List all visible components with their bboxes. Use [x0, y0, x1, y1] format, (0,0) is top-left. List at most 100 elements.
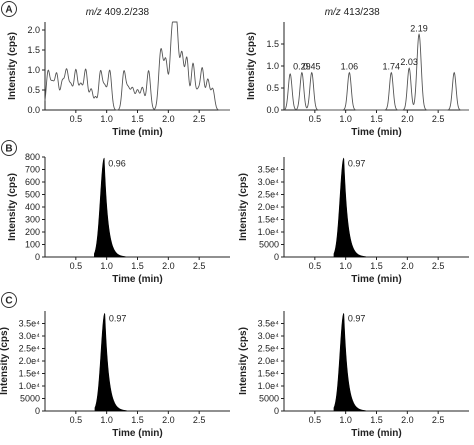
panel-label-text: B	[5, 144, 12, 155]
panel-label-c: C	[1, 292, 17, 308]
x-tick-label: 1.5	[370, 114, 383, 124]
peak-label: 1.74	[383, 62, 401, 72]
peak-label: 0.97	[348, 314, 366, 324]
y-axis-label: Intensity (cps)	[0, 327, 10, 395]
x-tick-label: 0.5	[309, 114, 322, 124]
y-tick-label: 5000	[259, 394, 279, 404]
peak-area	[333, 312, 366, 412]
y-tick-label: 400	[25, 202, 40, 212]
y-tick-label: 3.0e⁴	[258, 177, 280, 187]
y-tick-label: 1.0e⁴	[258, 381, 280, 391]
y-tick-label: 500	[25, 190, 40, 200]
x-tick-label: 1.5	[131, 415, 144, 425]
chart-a-left: 0.0 0.5 1.0 1.5 2.0 0.5 1.0 1.5 2.0 2.5 Time (min)…	[7, 7, 230, 138]
y-axis-label: Intensity (cps)	[7, 173, 18, 241]
y-tick-label: 0.5	[27, 85, 40, 95]
y-tick-label: 1.0	[27, 65, 40, 75]
panel-label-a: A	[1, 1, 17, 17]
y-tick-label: 1.0e⁴	[19, 381, 41, 391]
y-tick-label: 800	[25, 152, 40, 162]
x-tick-label: 2.5	[432, 415, 445, 425]
x-axis-label: Time (min)	[112, 274, 162, 285]
y-tick-label: 3.5e⁴	[19, 319, 41, 329]
signal-trace	[283, 33, 469, 111]
y-axis-label: Intensity (cps)	[7, 32, 18, 100]
y-tick-label: 3.0e⁴	[19, 331, 41, 341]
x-tick-label: 2.5	[193, 415, 206, 425]
panel-label-text: A	[5, 5, 12, 16]
peak-label: 0.29	[293, 62, 311, 72]
peak-label: 2.19	[410, 23, 428, 33]
x-tick-label: 1.5	[131, 114, 144, 124]
y-tick-label: 0	[35, 252, 40, 262]
y-axis-label: Intensity (cps)	[238, 173, 249, 241]
y-tick-label: 0	[274, 406, 279, 416]
x-tick-label: 0.5	[70, 415, 83, 425]
peak-label: 0.96	[108, 158, 126, 168]
y-tick-label: 1.0e⁴	[258, 227, 280, 237]
y-tick-label: 5000	[20, 394, 40, 404]
y-tick-label: 1.5e⁴	[19, 369, 41, 379]
y-tick-label: 300	[25, 215, 40, 225]
chart-title: m/z 413/238	[325, 7, 380, 18]
y-tick-label: 0	[35, 406, 40, 416]
y-tick-label: 1.0	[266, 61, 279, 71]
panel-label-circle	[1, 1, 17, 17]
y-tick-label: 2.0e⁴	[258, 356, 280, 366]
signal-trace	[44, 21, 230, 111]
y-tick-label: 1.5e⁴	[258, 215, 280, 225]
y-tick-label: 3.5e⁴	[258, 319, 280, 329]
peak-area	[94, 157, 126, 258]
chart-c-left: 0 5000 1.0e⁴ 1.5e⁴ 2.0e⁴ 2.5e⁴ 3.0e⁴ 3.5e⁴ 0.5 1.…	[0, 311, 230, 439]
x-tick-label: 1.5	[370, 415, 383, 425]
x-tick-label: 0.5	[309, 415, 322, 425]
y-tick-label: 5000	[259, 240, 279, 250]
y-axis-label: Intensity (cps)	[238, 327, 249, 395]
x-tick-label: 2.0	[401, 114, 414, 124]
peak-label: 0.97	[348, 158, 366, 168]
x-axis-label: Time (min)	[351, 127, 401, 138]
y-tick-label: 600	[25, 177, 40, 187]
x-tick-label: 2.0	[162, 114, 175, 124]
x-tick-label: 2.0	[401, 415, 414, 425]
x-tick-label: 2.5	[432, 261, 445, 271]
x-tick-label: 1.0	[339, 261, 352, 271]
y-tick-label: 3.5e⁴	[258, 165, 280, 175]
y-tick-label: 2.5e⁴	[258, 190, 280, 200]
y-tick-label: 100	[25, 240, 40, 250]
peak-area	[333, 157, 366, 258]
chart-b-right: 0 5000 1.0e⁴ 1.5e⁴ 2.0e⁴ 2.5e⁴ 3.0e⁴ 3.5e⁴ 0.5 1.…	[238, 157, 469, 285]
chart-title-value: 413/238	[344, 7, 381, 18]
y-tick-label: 0.5	[266, 83, 279, 93]
x-tick-label: 0.5	[309, 261, 322, 271]
x-tick-label: 1.5	[370, 261, 383, 271]
chart-title: m/z 409.2/238	[86, 7, 150, 18]
chart-title-prefix: m/z	[325, 7, 344, 18]
y-tick-label: 2.0e⁴	[19, 356, 41, 366]
y-tick-label: 0.0	[27, 105, 40, 115]
y-tick-label: 1.5	[27, 45, 40, 55]
x-tick-label: 2.5	[193, 261, 206, 271]
x-axis-label: Time (min)	[351, 274, 401, 285]
y-tick-label: 0	[274, 252, 279, 262]
y-tick-label: 1.5e⁴	[258, 369, 280, 379]
x-tick-label: 1.0	[100, 114, 113, 124]
peak-area	[94, 312, 127, 412]
x-tick-label: 2.0	[401, 261, 414, 271]
peak-label: 0.45	[303, 62, 321, 72]
chart-a-right: 0.0 0.5 1.0 1.5 0.5 1.0 1.5 2.0 2.5 Time (min) Int…	[246, 7, 469, 138]
x-tick-label: 1.5	[131, 261, 144, 271]
y-tick-label: 0.0	[266, 105, 279, 115]
x-tick-label: 2.5	[432, 114, 445, 124]
x-tick-label: 2.0	[162, 261, 175, 271]
y-tick-label: 2.5e⁴	[19, 344, 41, 354]
x-tick-label: 0.5	[70, 261, 83, 271]
y-tick-label: 2.0	[27, 25, 40, 35]
x-axis-label: Time (min)	[112, 428, 162, 439]
panel-label-text: C	[5, 296, 12, 307]
x-tick-label: 1.0	[339, 415, 352, 425]
peak-label: 2.03	[400, 57, 418, 67]
x-tick-label: 2.0	[162, 415, 175, 425]
y-axis-label: Intensity (cps)	[246, 32, 257, 100]
